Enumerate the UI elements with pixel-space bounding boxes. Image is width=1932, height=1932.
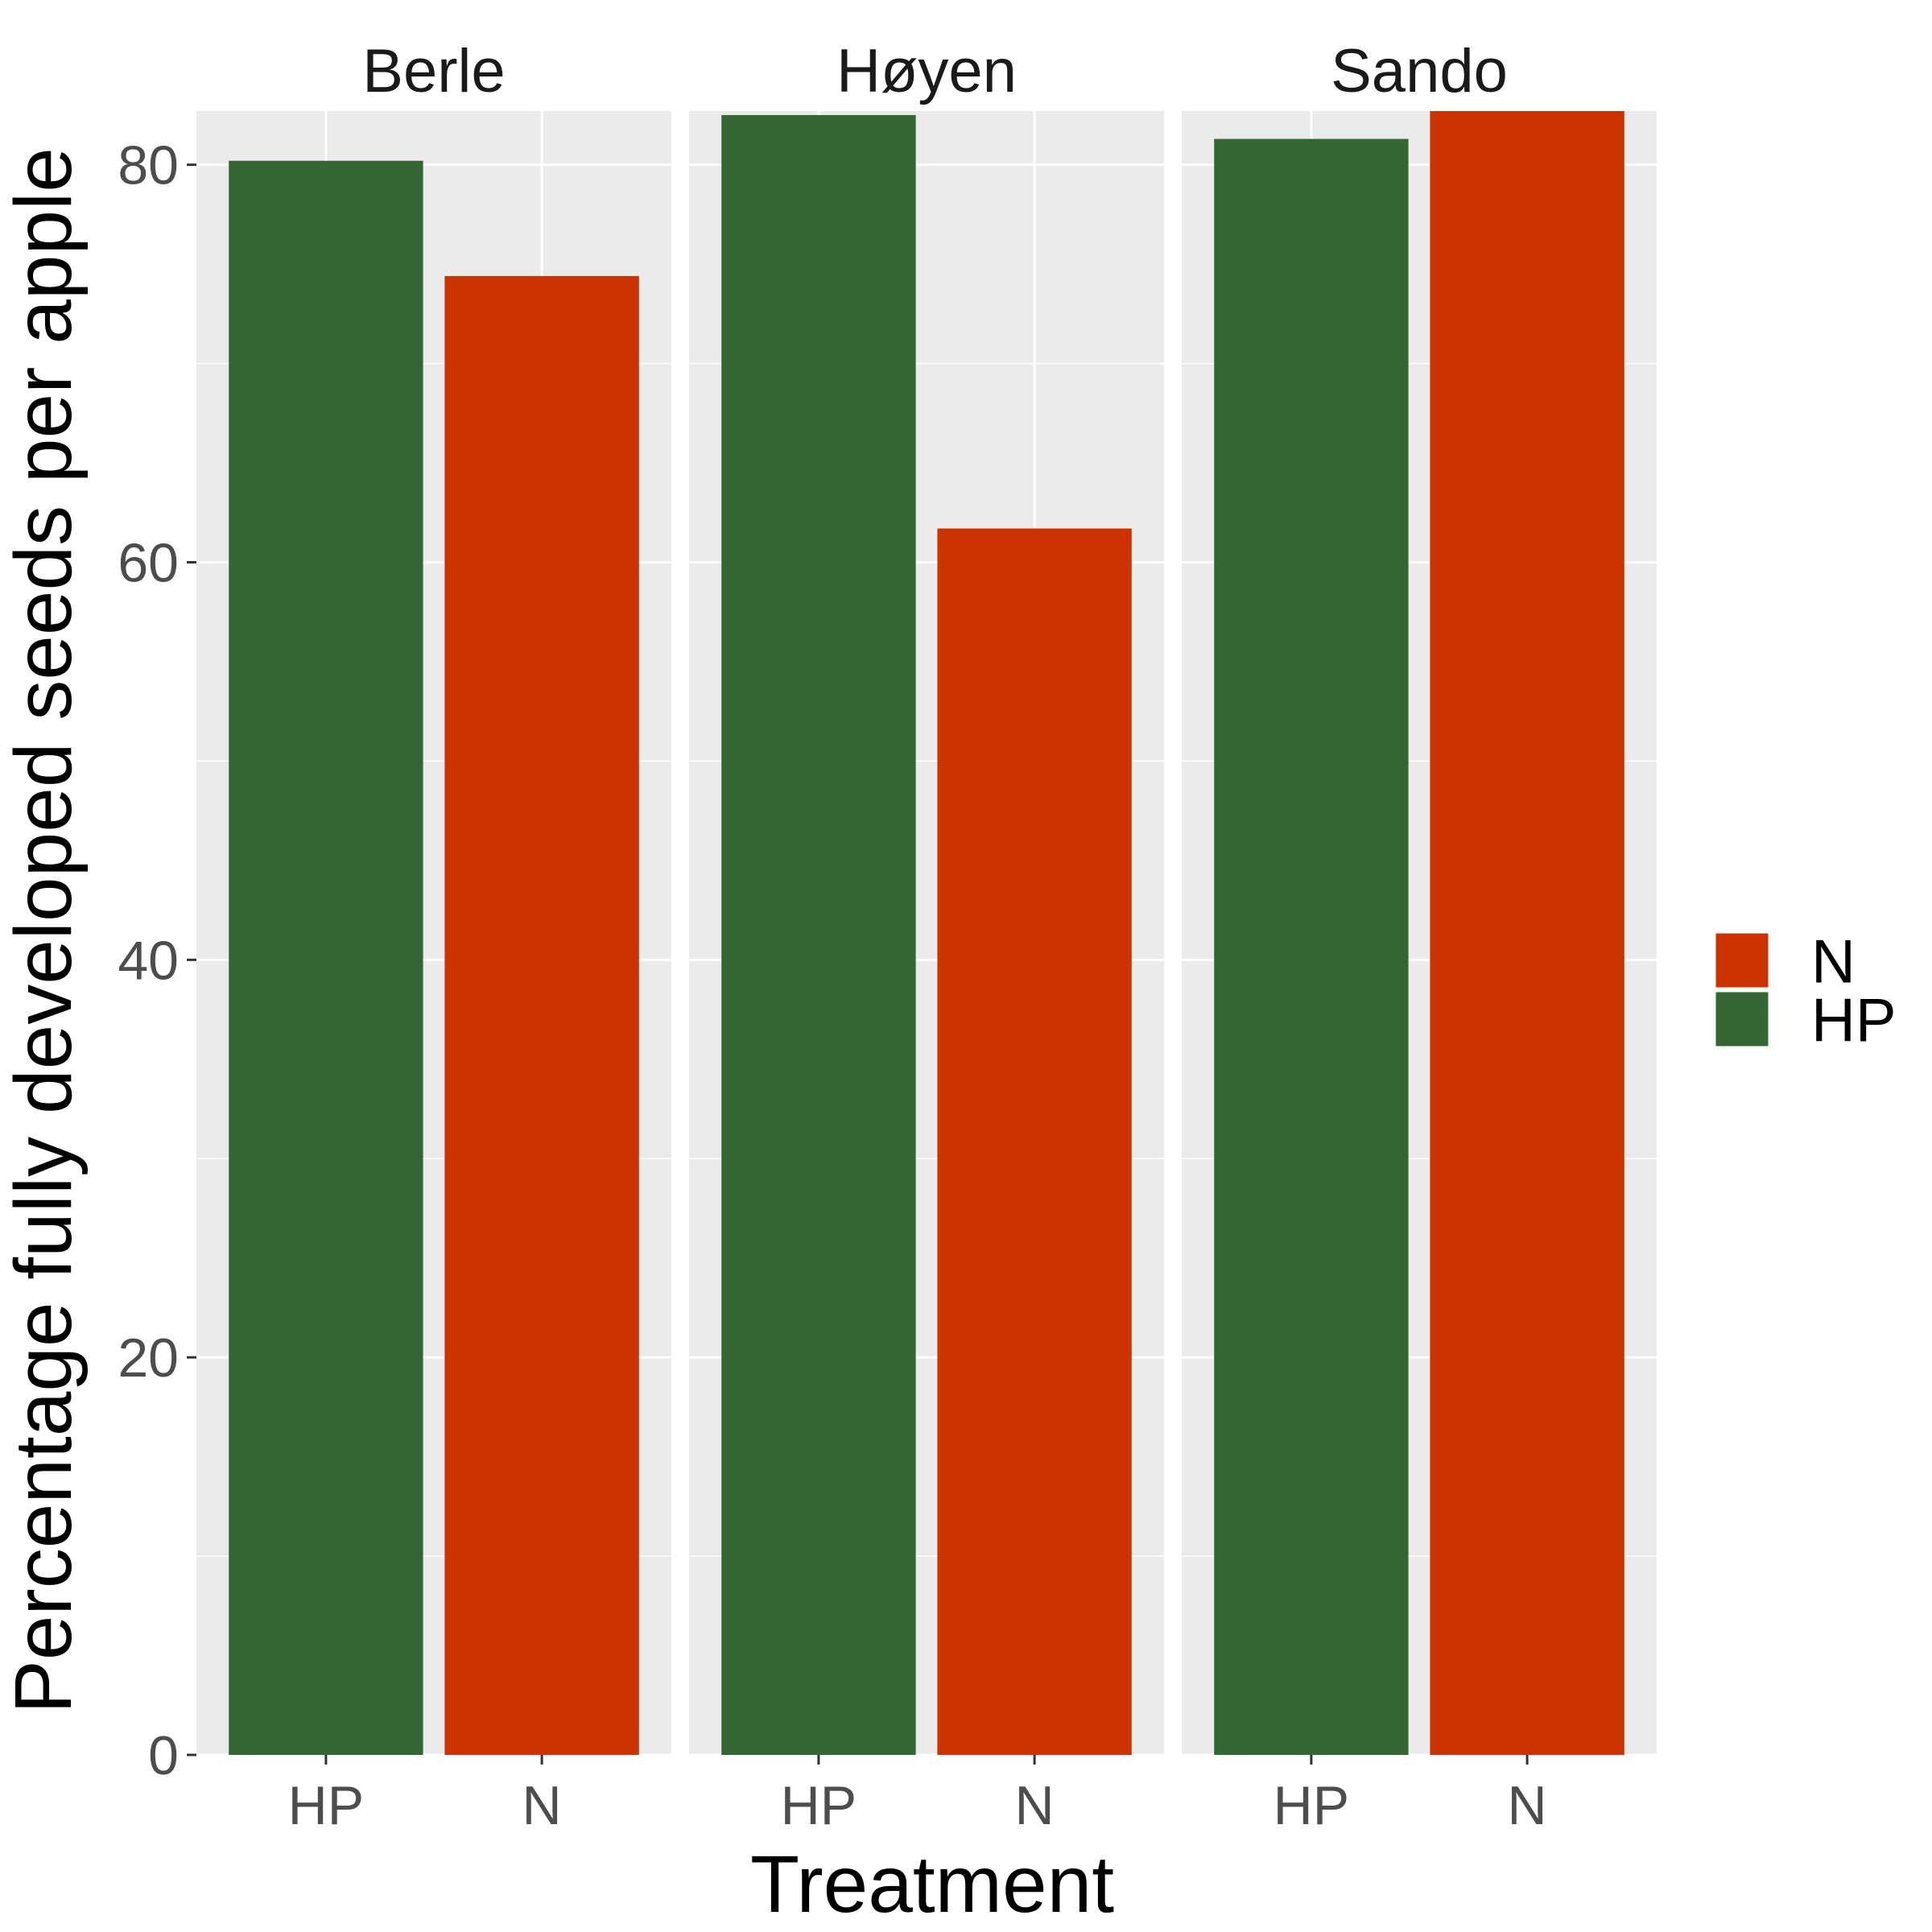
bar-Høyen-N	[937, 528, 1132, 1755]
y-tick-label: 60	[118, 533, 179, 594]
x-axis-title: Treatment	[750, 1839, 1114, 1930]
facet-panel-2: Sando	[1182, 37, 1657, 1757]
bar-Berle-HP	[229, 160, 423, 1756]
y-tick-label: 80	[118, 135, 179, 196]
y-tick-label: 20	[118, 1327, 179, 1389]
x-tick-label: HP	[288, 1775, 364, 1836]
y-tick-label: 0	[148, 1725, 179, 1786]
x-tick-label: HP	[1274, 1775, 1349, 1836]
facet-label: Berle	[362, 37, 505, 105]
facet-label: Høyen	[836, 37, 1017, 105]
facet-panel-0: Berle	[196, 37, 671, 1757]
bar-Berle-N	[444, 275, 639, 1756]
x-tick-label: HP	[781, 1775, 857, 1836]
facet-panels: Berle Høyen Sando	[196, 37, 1657, 1757]
bar-Sando-HP	[1214, 138, 1409, 1755]
bar-Høyen-HP	[721, 114, 916, 1755]
x-tick-label: N	[522, 1775, 562, 1836]
x-axis: HP N HP N HP N	[288, 1755, 1547, 1836]
bar-Sando-N	[1430, 111, 1624, 1755]
y-axis: 0 20 40 60 80	[118, 135, 196, 1786]
facet-panel-1: Høyen	[689, 37, 1164, 1757]
legend: NHP	[1713, 928, 1897, 1055]
x-tick-label: N	[1508, 1775, 1547, 1836]
y-axis-title: Percentage fully developed seeds per app…	[0, 147, 89, 1714]
legend-key-HP	[1713, 989, 1771, 1049]
y-tick-label: 40	[118, 930, 179, 991]
legend-label: N	[1811, 928, 1856, 997]
facet-label: Sando	[1331, 37, 1508, 105]
x-tick-label: N	[1015, 1775, 1055, 1836]
legend-label: HP	[1811, 987, 1897, 1055]
legend-key-N	[1713, 931, 1771, 990]
